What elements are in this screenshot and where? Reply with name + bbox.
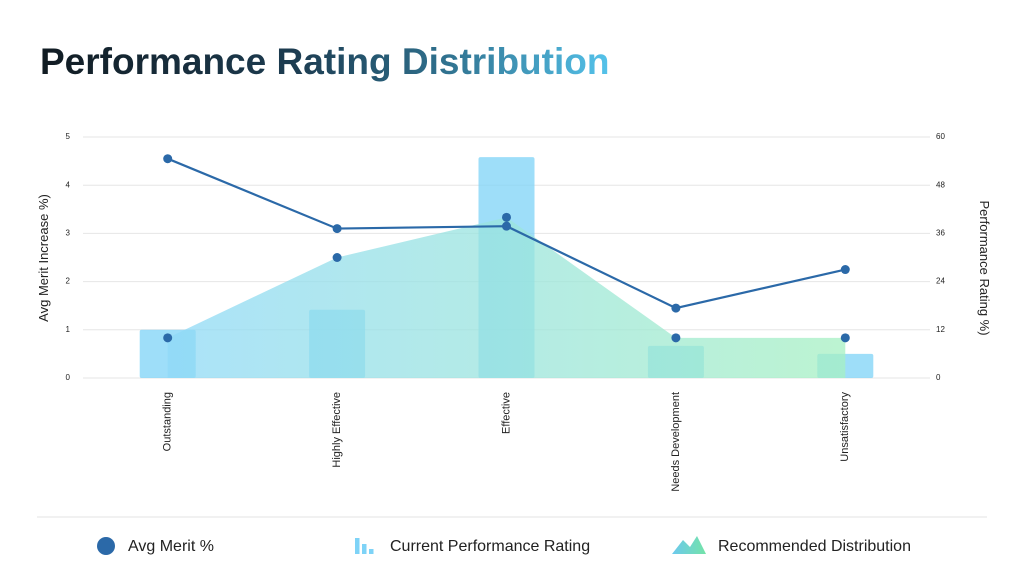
x-tick-label: Highly Effective — [331, 392, 343, 468]
y-tick-label: 5 — [66, 132, 71, 141]
line-point — [163, 154, 173, 164]
y2-tick-label: 0 — [936, 373, 941, 382]
area-point — [163, 333, 173, 343]
y-tick-label: 4 — [66, 180, 71, 189]
legend-icon — [355, 538, 360, 554]
x-tick-label: Effective — [500, 392, 512, 434]
area-point — [502, 212, 511, 222]
y-axis-label: Avg Merit Increase %) — [36, 194, 51, 322]
y2-tick-label: 36 — [936, 229, 945, 238]
y2-axis-label: Performance Rating %) — [977, 200, 992, 335]
line-point — [840, 265, 850, 275]
legend-label: Avg Merit % — [128, 538, 214, 555]
legend-icon — [97, 537, 115, 555]
legend-icon — [672, 536, 706, 554]
line-point — [671, 303, 681, 313]
y2-tick-label: 48 — [936, 180, 945, 189]
area-point — [671, 333, 681, 343]
y2-tick-label: 24 — [936, 277, 945, 286]
y-tick-label: 1 — [66, 325, 71, 334]
y-tick-label: 3 — [66, 229, 71, 238]
chart-title: Performance Rating Distribution — [40, 41, 609, 82]
legend-icon — [369, 549, 374, 554]
x-tick-label: Unsatisfactory — [839, 392, 851, 462]
area-point — [332, 253, 342, 262]
x-tick-label: Outstanding — [162, 392, 174, 451]
area-point — [840, 333, 850, 343]
legend-label: Current Performance Rating — [390, 538, 590, 555]
y2-tick-label: 12 — [936, 325, 945, 334]
legend-label: Recommended Distribution — [718, 538, 911, 555]
y2-tick-label: 60 — [936, 132, 945, 141]
area — [167, 217, 846, 378]
line-point — [332, 224, 342, 234]
y-tick-label: 2 — [66, 277, 71, 286]
y-tick-label: 0 — [66, 373, 71, 382]
legend-icon — [362, 544, 367, 554]
line-point — [502, 221, 511, 231]
x-tick-label: Needs Development — [670, 392, 682, 492]
